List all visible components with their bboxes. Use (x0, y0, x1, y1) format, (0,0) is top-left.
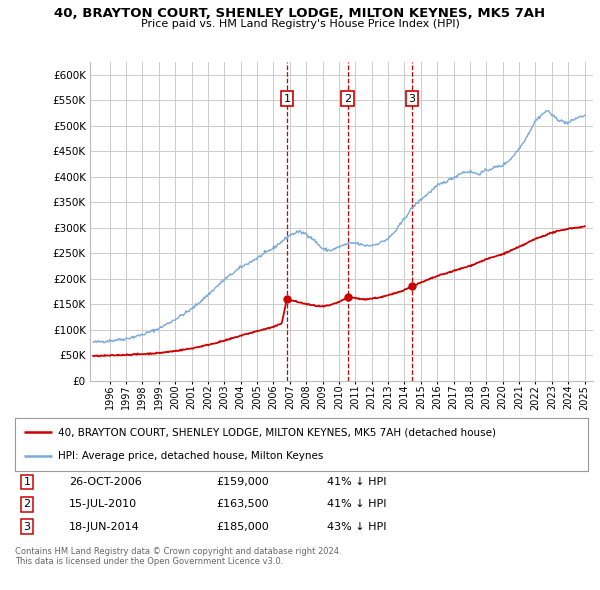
Text: 2: 2 (23, 500, 31, 509)
Text: 18-JUN-2014: 18-JUN-2014 (69, 522, 140, 532)
Text: 2: 2 (344, 94, 352, 104)
Text: This data is licensed under the Open Government Licence v3.0.: This data is licensed under the Open Gov… (15, 558, 283, 566)
Text: 3: 3 (23, 522, 31, 532)
Text: Price paid vs. HM Land Registry's House Price Index (HPI): Price paid vs. HM Land Registry's House … (140, 19, 460, 29)
Text: 3: 3 (409, 94, 415, 104)
Text: £163,500: £163,500 (216, 500, 269, 509)
Text: 40, BRAYTON COURT, SHENLEY LODGE, MILTON KEYNES, MK5 7AH (detached house): 40, BRAYTON COURT, SHENLEY LODGE, MILTON… (58, 427, 496, 437)
Text: £185,000: £185,000 (216, 522, 269, 532)
Text: 40, BRAYTON COURT, SHENLEY LODGE, MILTON KEYNES, MK5 7AH: 40, BRAYTON COURT, SHENLEY LODGE, MILTON… (55, 7, 545, 20)
Text: 43% ↓ HPI: 43% ↓ HPI (327, 522, 386, 532)
Text: 15-JUL-2010: 15-JUL-2010 (69, 500, 137, 509)
Text: 26-OCT-2006: 26-OCT-2006 (69, 477, 142, 487)
Text: £159,000: £159,000 (216, 477, 269, 487)
Text: 41% ↓ HPI: 41% ↓ HPI (327, 500, 386, 509)
Text: 1: 1 (283, 94, 290, 104)
Text: 41% ↓ HPI: 41% ↓ HPI (327, 477, 386, 487)
Text: Contains HM Land Registry data © Crown copyright and database right 2024.: Contains HM Land Registry data © Crown c… (15, 547, 341, 556)
Text: 1: 1 (23, 477, 31, 487)
Text: HPI: Average price, detached house, Milton Keynes: HPI: Average price, detached house, Milt… (58, 451, 323, 461)
